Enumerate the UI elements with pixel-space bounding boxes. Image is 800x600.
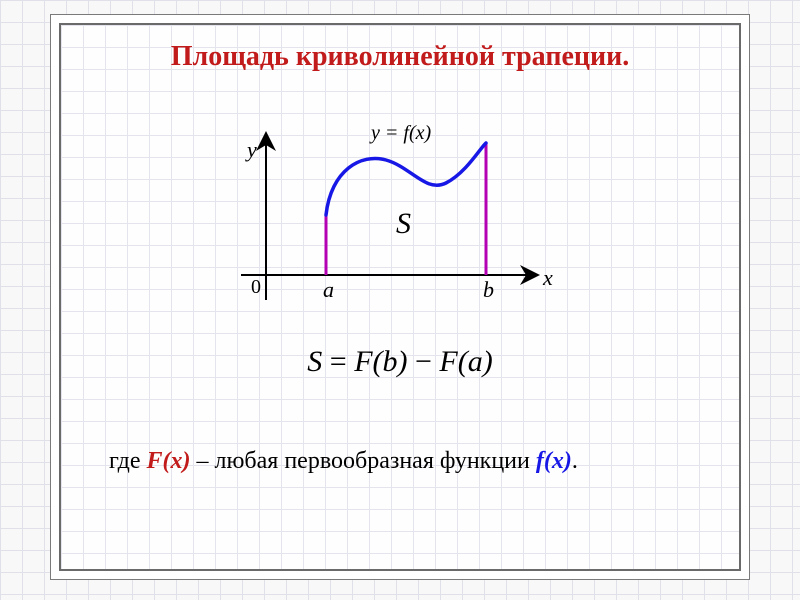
caption-pre: где <box>109 448 147 474</box>
caption-fx: f(x) <box>536 448 572 474</box>
svg-text:0: 0 <box>251 276 261 298</box>
outer-border: Площадь криволинейной трапеции. y x 0 a b y =… <box>50 14 750 580</box>
svg-text:y: y <box>245 137 257 162</box>
area-formula: S = F(b) − F(a) <box>61 345 739 379</box>
caption-text: где F(x) – любая первообразная функции f… <box>109 445 699 477</box>
svg-text:S: S <box>396 207 411 240</box>
chart-svg: y x 0 a b y = f(x) S <box>231 115 561 315</box>
svg-text:x: x <box>542 265 553 290</box>
svg-text:y = f(x): y = f(x) <box>369 122 431 144</box>
svg-text:a: a <box>323 277 334 302</box>
title-text: Площадь криволинейной трапеции. <box>61 41 739 73</box>
sym-Fa: F(a) <box>439 345 492 378</box>
caption-mid: – любая первообразная функции <box>191 448 536 474</box>
sym-Fb: F(b) <box>354 345 407 378</box>
sym-S: S <box>307 345 322 378</box>
function-area-chart: y x 0 a b y = f(x) S <box>231 115 561 315</box>
sym-eq: = <box>322 345 354 378</box>
caption-post: . <box>572 448 578 474</box>
svg-text:b: b <box>483 277 494 302</box>
caption-Fx: F(x) <box>147 448 191 474</box>
sym-minus: − <box>408 345 440 378</box>
slide-frame: Площадь криволинейной трапеции. y x 0 a b y =… <box>59 23 741 571</box>
